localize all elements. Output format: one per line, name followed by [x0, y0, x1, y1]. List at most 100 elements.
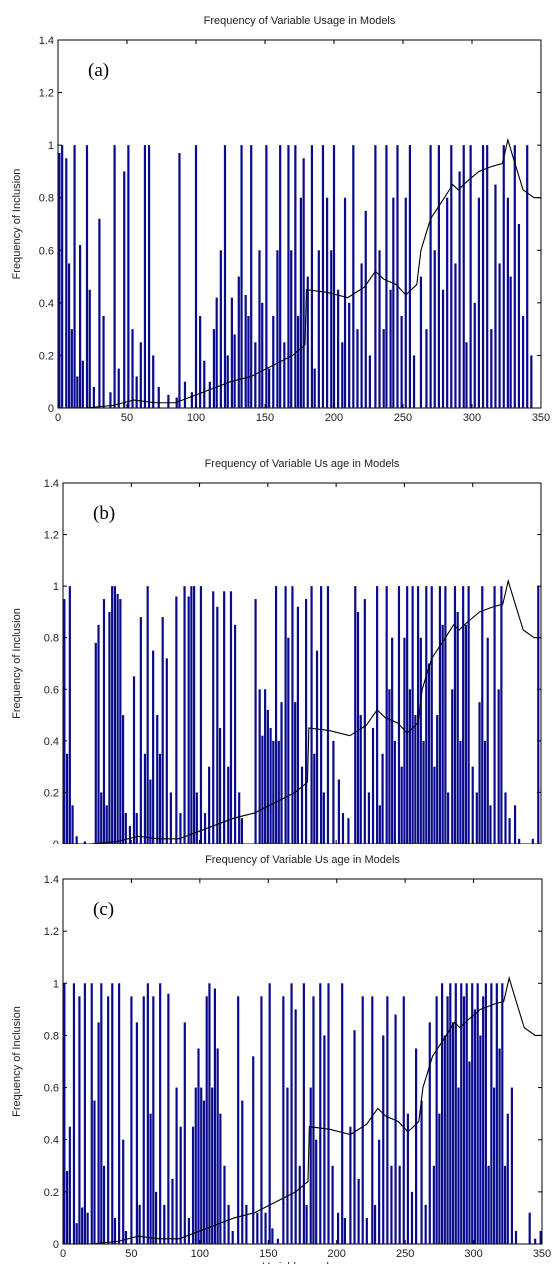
bar-13 — [102, 316, 105, 408]
bar-38 — [223, 145, 227, 408]
bar-11 — [108, 611, 111, 844]
bar-0 — [58, 153, 61, 408]
bar-72 — [343, 197, 347, 408]
bar-9 — [102, 599, 106, 844]
bar-80 — [363, 599, 366, 844]
bar-98 — [419, 637, 422, 844]
panel-label: (b) — [93, 503, 115, 524]
bar-49 — [231, 1230, 234, 1244]
bar-51 — [241, 1100, 244, 1244]
bar-28 — [161, 617, 164, 844]
bar-82 — [371, 727, 375, 844]
chart-title: Frequency of Variable Usage in Models — [204, 15, 396, 27]
bar-94 — [420, 1100, 423, 1244]
bar-25 — [149, 1113, 152, 1244]
bar-37 — [195, 792, 198, 844]
bar-19 — [132, 676, 136, 844]
bar-40 — [202, 1100, 206, 1244]
bar-64 — [313, 368, 316, 408]
bar-111 — [506, 197, 509, 408]
bar-129 — [518, 838, 521, 844]
bar-130 — [531, 838, 534, 844]
bar-88 — [394, 1014, 397, 1244]
bar-52 — [272, 316, 275, 408]
x-tick-label: 200 — [328, 1248, 346, 1260]
bar-107 — [444, 586, 447, 844]
bar-99 — [422, 740, 425, 844]
bar-12 — [98, 218, 101, 408]
bar-16 — [117, 368, 120, 408]
bar-122 — [501, 983, 504, 1244]
x-tick-label: 350 — [533, 1248, 551, 1260]
bar-22 — [138, 1204, 141, 1244]
bar-79 — [374, 145, 377, 408]
bar-81 — [365, 1217, 368, 1244]
bar-67 — [309, 1087, 312, 1244]
bar-79 — [359, 715, 362, 844]
bar-86 — [386, 996, 389, 1244]
bar-96 — [428, 1022, 431, 1244]
bar-121 — [498, 1048, 501, 1244]
bar-33 — [179, 1126, 182, 1244]
bar-84 — [378, 805, 381, 844]
bar-100 — [462, 145, 465, 408]
bar-16 — [113, 1217, 117, 1244]
bar-88 — [391, 637, 394, 844]
y-tick-label: 1.4 — [44, 874, 59, 886]
bar-5 — [83, 841, 86, 844]
bar-7 — [97, 624, 100, 844]
bar-68 — [312, 996, 315, 1244]
y-tick-label: 0.2 — [44, 1187, 59, 1199]
bar-42 — [216, 606, 219, 844]
x-tick-label: 150 — [259, 1248, 277, 1260]
bar-37 — [219, 250, 222, 408]
bar-48 — [238, 792, 241, 844]
y-axis-label: Frequency of Inclusion — [11, 169, 23, 280]
frequency-line — [58, 137, 541, 409]
bar-31 — [171, 1178, 174, 1244]
bar-62 — [306, 276, 309, 408]
bar-45 — [247, 316, 250, 408]
bar-111 — [471, 983, 474, 1244]
bar-71 — [322, 792, 325, 844]
bar-59 — [280, 702, 283, 844]
bar-40 — [230, 297, 233, 408]
bar-117 — [475, 792, 478, 844]
bar-122 — [489, 805, 492, 844]
bar-7 — [78, 245, 82, 408]
bar-109 — [465, 983, 468, 1244]
x-tick-label: 350 — [532, 412, 550, 422]
bar-56 — [287, 145, 290, 408]
bar-113 — [513, 145, 516, 408]
bar-92 — [403, 637, 406, 844]
bar-1 — [61, 145, 64, 408]
bar-119 — [481, 586, 484, 844]
bar-104 — [477, 197, 481, 408]
bar-78 — [356, 611, 360, 844]
x-tick-label: 0 — [55, 412, 61, 422]
bar-31 — [175, 596, 178, 844]
bar-73 — [331, 1165, 334, 1244]
bar-30 — [169, 792, 172, 844]
bar-93 — [433, 250, 436, 408]
y-tick-label: 1.4 — [39, 35, 54, 47]
bar-91 — [400, 766, 403, 844]
y-tick-label: 0.2 — [39, 350, 54, 362]
bar-129 — [539, 1230, 542, 1244]
bar-2 — [68, 586, 71, 844]
bar-51 — [268, 368, 271, 408]
y-axis-label: Frequency of Inclusion — [11, 1006, 23, 1117]
bar-25 — [152, 650, 155, 844]
bar-90 — [419, 276, 423, 408]
bar-66 — [305, 1204, 308, 1244]
bar-56 — [264, 1212, 267, 1244]
bar-119 — [493, 1087, 496, 1244]
y-tick-label: 0.6 — [44, 1083, 59, 1095]
bar-32 — [199, 316, 202, 408]
bar-75 — [341, 983, 344, 1244]
bar-48 — [258, 250, 261, 408]
x-axis-label: Variable number — [263, 1261, 343, 1264]
bar-25 — [157, 386, 160, 408]
bar-4 — [70, 329, 73, 408]
bar-43 — [211, 1087, 214, 1244]
